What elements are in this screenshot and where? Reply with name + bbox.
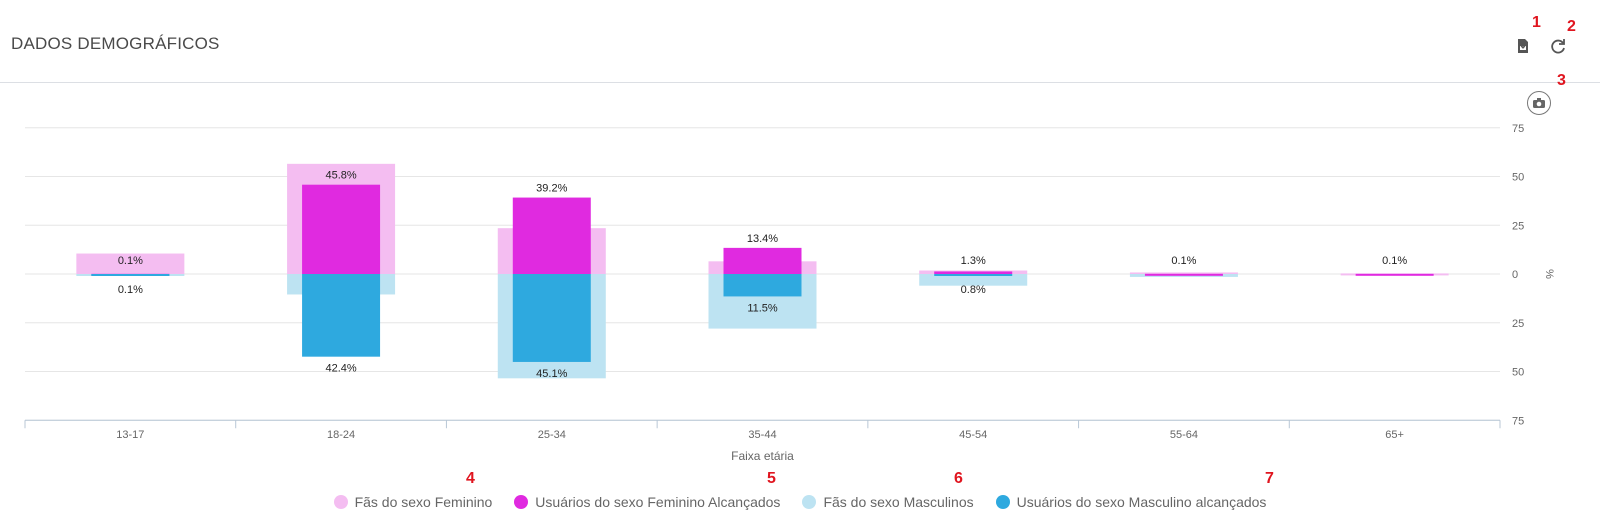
bars: [76, 163, 1449, 379]
bar-male-reached: [723, 274, 802, 297]
x-tick-label: 13-17: [116, 429, 144, 441]
x-axis-label: Faixa etária: [731, 449, 794, 463]
header: DADOS DEMOGRÁFICOS 1 2: [0, 0, 1600, 83]
legend-label: Fãs do sexo Feminino: [354, 494, 493, 510]
legend-item-male-fans[interactable]: Fãs do sexo Masculinos: [802, 492, 974, 512]
x-tick-label: 45-54: [959, 429, 987, 441]
bar-female-fans: [76, 253, 185, 274]
legend-swatch: [802, 495, 817, 509]
annotation-marker-5: 5: [767, 470, 776, 487]
annotation-marker-7: 7: [1265, 470, 1274, 487]
annotation-marker-1: 1: [1532, 14, 1541, 31]
annotation-marker-3: 3: [1557, 72, 1566, 89]
bar-female-reached: [512, 197, 591, 274]
bar-female-reached: [723, 247, 802, 274]
bar-female-reached: [302, 184, 381, 274]
bar-male-reached: [512, 274, 591, 362]
legend-label: Usuários do sexo Masculino alcançados: [1016, 494, 1267, 510]
y-tick-label: 0: [1512, 269, 1518, 281]
x-tick-label: 55-64: [1170, 429, 1198, 441]
y-tick-label: 75: [1512, 123, 1524, 135]
y-tick-label: 50: [1512, 172, 1524, 184]
legend-label: Fãs do sexo Masculinos: [823, 494, 974, 510]
y-axis-label: %: [1543, 269, 1555, 279]
pdf-export-icon: [1518, 39, 1528, 53]
refresh-icon: [1551, 39, 1565, 54]
x-tick-label: 65+: [1385, 429, 1404, 441]
x-tick-label: 18-24: [327, 429, 355, 441]
data-label-male-reached: 0.8%: [961, 284, 986, 296]
legend-swatch: [333, 495, 348, 509]
data-label-male-reached: 11.5%: [747, 302, 778, 314]
bar-male-reached: [91, 274, 170, 276]
legend-label: Usuários do sexo Feminino Alcançados: [535, 494, 781, 510]
bar-female-reached: [1144, 273, 1223, 276]
y-tick-label: 75: [1512, 415, 1524, 427]
x-tick-label: 35-44: [748, 429, 776, 441]
pdf-export-button[interactable]: [1512, 35, 1534, 57]
bar-female-fans: [1129, 272, 1238, 275]
data-label-male-reached: 42.4%: [325, 363, 356, 375]
data-label-female-reached: 1.3%: [961, 255, 986, 267]
data-label-male-reached: 45.1%: [536, 368, 567, 380]
data-labels: 0.1% 0.1% 45.8% 42.4% 39.2% 45.1% 13.4% 11.5% 1.…: [118, 170, 1408, 380]
data-label-male-reached: 0.1%: [118, 284, 143, 296]
annotation-marker-2: 2: [1567, 18, 1576, 35]
bar-male-reached: [302, 274, 381, 357]
screenshot-button[interactable]: [1527, 91, 1551, 115]
bar-female-reached: [934, 271, 1013, 274]
legend-swatch: [514, 495, 529, 509]
y-tick-label: 25: [1512, 220, 1524, 232]
data-label-female-reached: 39.2%: [536, 183, 567, 195]
data-label-female-reached: 0.1%: [1382, 255, 1407, 267]
bar-male-fans: [919, 274, 1028, 286]
legend-item-male-reached[interactable]: Usuários do sexo Masculino alcançados: [995, 492, 1267, 512]
legend-swatch: [995, 495, 1010, 509]
legend-item-female-fans[interactable]: Fãs do sexo Feminino: [333, 492, 493, 512]
data-label-female-reached: 13.4%: [747, 233, 778, 245]
annotation-marker-6: 6: [954, 470, 963, 487]
data-label-female-reached: 0.1%: [1171, 255, 1196, 267]
annotation-marker-4: 4: [466, 470, 475, 487]
legend-item-female-reached[interactable]: Usuários do sexo Feminino Alcançados: [514, 492, 780, 512]
x-tick-label: 25-34: [538, 429, 566, 441]
page-title: DADOS DEMOGRÁFICOS: [11, 34, 220, 53]
data-label-female-reached: 45.8%: [325, 170, 356, 182]
refresh-button[interactable]: [1547, 35, 1569, 57]
data-label-female-reached: 0.1%: [118, 255, 143, 267]
axes: 75 50 25 0 25 50 75% 13-17 18-24 25-34 35-44 45-54 5…: [24, 123, 1555, 463]
y-tick-label: 50: [1512, 367, 1524, 379]
chart-legend: Fãs do sexo Feminino Usuários do sexo Fe…: [0, 492, 1600, 512]
bar-female-reached: [1355, 273, 1434, 276]
camera-icon: [1533, 98, 1545, 108]
y-tick-label: 25: [1512, 318, 1524, 330]
bar-male-reached: [934, 274, 1013, 276]
